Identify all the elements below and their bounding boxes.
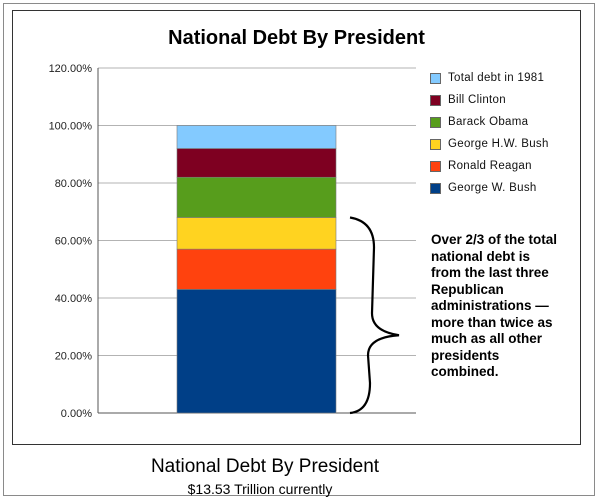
- y-tick-label: 120.00%: [49, 63, 93, 75]
- bar-segment-total-debt-in-1981: [176, 125, 337, 149]
- legend-swatch: [430, 95, 441, 106]
- bar-segment-george-h-w-bush: [176, 217, 337, 250]
- legend-item: George H.W. Bush: [430, 136, 575, 152]
- legend-label: Barack Obama: [448, 116, 529, 128]
- bar-segment-ronald-reagan: [176, 248, 337, 290]
- y-tick-label: 0.00%: [61, 408, 92, 420]
- legend-label: George H.W. Bush: [448, 138, 549, 150]
- chart-plot: 0.00% 20.00% 40.00% 60.00% 80.00% 100.00% 120.…: [49, 63, 416, 420]
- legend-item: Barack Obama: [430, 114, 575, 130]
- legend-item: Total debt in 1981: [430, 70, 575, 86]
- legend-swatch: [430, 73, 441, 84]
- legend-swatch: [430, 117, 441, 128]
- bar-segment-barack-obama: [176, 176, 337, 218]
- image-frame: [3, 3, 595, 496]
- legend-label: Bill Clinton: [448, 94, 506, 106]
- bar-segment-george-w-bush: [176, 289, 337, 414]
- legend-swatch: [430, 161, 441, 172]
- legend-item: George W. Bush: [430, 180, 575, 196]
- legend-item: Bill Clinton: [430, 92, 575, 108]
- caption-title: National Debt By President: [150, 456, 380, 477]
- legend-swatch: [430, 139, 441, 150]
- annotation-text: Over 2/3 of the total national debt is f…: [431, 232, 558, 379]
- y-tick-label: 100.00%: [49, 121, 93, 133]
- y-tick-label: 60.00%: [55, 236, 93, 248]
- y-tick-label: 80.00%: [55, 178, 93, 190]
- chart-legend: Total debt in 1981 Bill Clinton Barack Oba…: [430, 70, 575, 202]
- curly-brace: [349, 216, 400, 415]
- legend-label: George W. Bush: [448, 182, 537, 194]
- caption-subtitle: $13.53 Trillion currently: [187, 481, 333, 497]
- bar-segment-bill-clinton: [176, 148, 337, 178]
- y-tick-label: 20.00%: [55, 351, 93, 363]
- legend-item: Ronald Reagan: [430, 158, 575, 174]
- chart-title: National Debt By President: [168, 27, 425, 49]
- legend-swatch: [430, 183, 441, 194]
- chart-area: National Debt By President 0.00% 20.00% 40…: [12, 10, 581, 445]
- legend-label: Ronald Reagan: [448, 160, 532, 172]
- legend-label: Total debt in 1981: [448, 72, 545, 84]
- y-tick-label: 40.00%: [55, 293, 93, 305]
